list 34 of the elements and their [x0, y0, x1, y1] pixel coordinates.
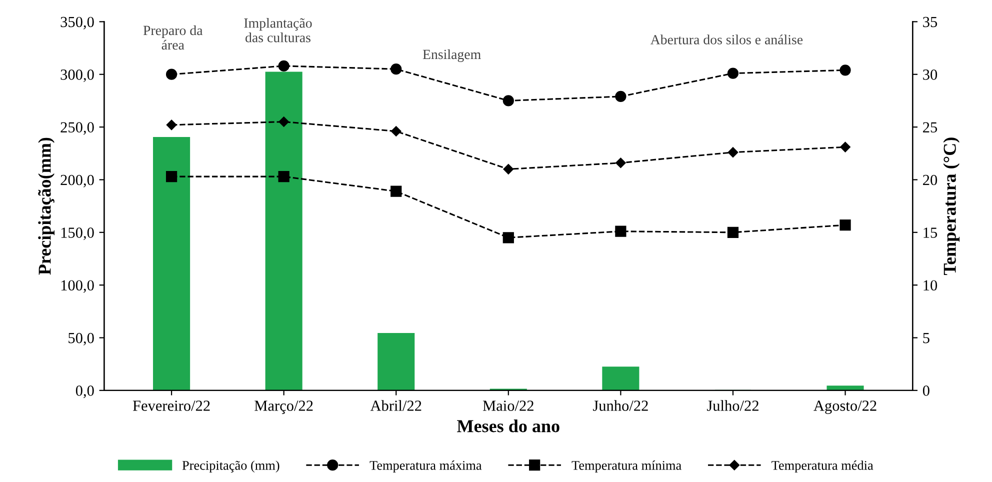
y2-tick-label: 30	[923, 70, 938, 80]
annotation: Ensilagem	[422, 49, 481, 62]
x-tick-label: Fevereiro/22	[132, 400, 210, 411]
y2-tick-label: 5	[923, 333, 930, 344]
y-tick-label: 200,0	[60, 174, 94, 188]
y2-tick-label: 15	[924, 228, 938, 238]
x-tick-label: Julho/22	[706, 400, 758, 411]
y-axis-title: Precipitação(mm)	[38, 138, 55, 275]
y2-tick-label: 0	[922, 386, 930, 396]
x-tick-label: Abril/22	[370, 400, 422, 411]
y2-tick-label: 35	[923, 16, 938, 28]
annotation: Preparo da área	[143, 25, 203, 50]
y-tick-label: 100,0	[61, 280, 94, 293]
y2-tick-label: 20	[923, 174, 938, 186]
legend-label: Temperatura média	[772, 460, 874, 473]
y2-tick-label: 25	[923, 122, 938, 132]
x-tick-label: Maio/22	[482, 400, 534, 411]
legend-label: Temperatura máxima	[370, 460, 482, 473]
y-tick-label: 250,0	[60, 122, 94, 135]
y2-axis-title: Temperatura (°C)	[943, 138, 960, 275]
annotation: Abertura dos silos e análise	[650, 34, 803, 44]
y-tick-label: 300,0	[60, 70, 94, 82]
y-tick-label: 0,0	[76, 386, 94, 398]
y-tick-label: 50,0	[68, 332, 94, 346]
y-tick-label: 150,0	[61, 228, 94, 240]
x-axis-title: Meses do ano	[457, 420, 560, 432]
annotation: Implantação das culturas	[244, 18, 312, 42]
x-tick-label: Março/22	[254, 400, 313, 414]
x-tick-label: Junho/22	[592, 400, 648, 411]
y2-tick-label: 10	[924, 280, 938, 291]
legend-label: Precipitação (mm)	[182, 460, 280, 473]
x-tick-label: Agosto/22	[814, 400, 876, 414]
legend-label: Temperatura mínima	[572, 460, 682, 473]
y-tick-label: 350,0	[60, 16, 94, 30]
